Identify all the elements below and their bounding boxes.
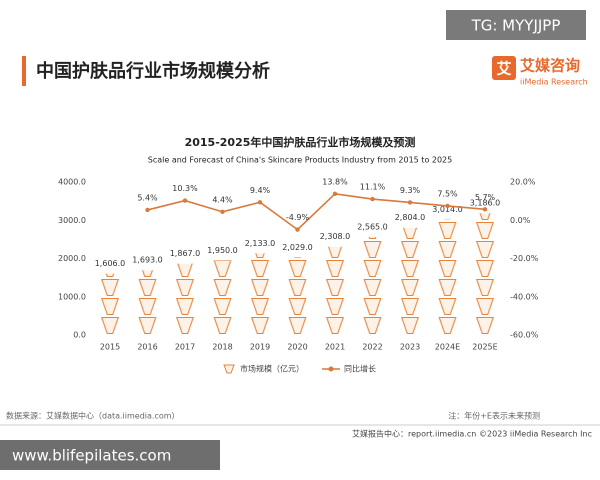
legend-swatch bbox=[328, 366, 334, 372]
logo-icon bbox=[492, 56, 516, 80]
x-tick-label: 2017 bbox=[175, 343, 195, 352]
bar bbox=[326, 246, 344, 335]
legend-swatch bbox=[223, 364, 235, 374]
value-label: 2,804.0 bbox=[395, 213, 426, 222]
y-tick-label: 3000.0 bbox=[58, 216, 86, 225]
bar bbox=[213, 260, 232, 335]
bar bbox=[363, 236, 382, 335]
point bbox=[145, 207, 150, 213]
value-label: 1,693.0 bbox=[132, 256, 163, 265]
x-tick-label: 2016 bbox=[137, 343, 157, 352]
bar bbox=[101, 273, 119, 335]
value-label: 5.4% bbox=[137, 193, 158, 202]
source: 数据来源：艾媒数据中心（data.iimedia.com） bbox=[6, 411, 180, 421]
value-label: -4.9% bbox=[286, 213, 310, 222]
watermark-box bbox=[446, 10, 586, 40]
y2-tick-label: -40.0% bbox=[510, 292, 539, 301]
point bbox=[220, 209, 225, 215]
value-label: 13.8% bbox=[322, 177, 348, 186]
point bbox=[445, 203, 450, 209]
report-site: 艾媒报告中心：report.iimedia.cn bbox=[352, 429, 476, 439]
chart-title: 2015-2025年中国护肤品行业市场规模及预测 bbox=[185, 135, 416, 149]
point bbox=[295, 227, 300, 232]
copyright: ©2023 iiMedia Research Inc bbox=[479, 430, 592, 439]
point bbox=[257, 200, 263, 205]
line bbox=[147, 193, 486, 231]
value-label: 10.3% bbox=[172, 184, 198, 193]
note: 注：年份+E表示未来预测 bbox=[448, 411, 540, 421]
y2-tick-label: -60.0% bbox=[510, 331, 539, 340]
value-label: 1,606.0 bbox=[95, 259, 126, 268]
x-tick-label: 2018 bbox=[212, 343, 232, 352]
logo-sub: iiMedia Research bbox=[520, 78, 588, 87]
value-label: 7.5% bbox=[437, 189, 458, 198]
x-tick-label: 2020 bbox=[287, 343, 307, 352]
bar bbox=[251, 253, 269, 335]
y2-tick-label: 0.0% bbox=[510, 216, 531, 225]
y2-tick-label: -20.0% bbox=[510, 254, 539, 263]
watermark: www.blifepilates.com bbox=[12, 447, 171, 465]
bar bbox=[476, 213, 494, 335]
value-label: 3,186.0 bbox=[470, 199, 501, 208]
plot: 0.0 1000.0 2000.0 3000.0 4000.0 -60.0% -40.0% -… bbox=[58, 177, 539, 351]
watermark: TG: MYYJJPP bbox=[471, 17, 561, 35]
value-label: 2,565.0 bbox=[357, 222, 388, 231]
value-label: 1,867.0 bbox=[170, 249, 201, 258]
bar bbox=[438, 219, 457, 335]
value-label: 5.7% bbox=[475, 193, 496, 202]
point bbox=[370, 196, 375, 202]
legend-label: 同比增长 bbox=[344, 364, 376, 374]
value-label: 9.4% bbox=[250, 186, 271, 195]
y-tick-label: 0.0 bbox=[73, 331, 86, 340]
value-label: 11.1% bbox=[360, 183, 386, 192]
y2-tick-label: 20.0% bbox=[510, 178, 536, 187]
y-tick-label: 2000.0 bbox=[58, 254, 86, 263]
x-tick-label: 2021 bbox=[325, 343, 345, 352]
logo-icon-text: 艾 bbox=[496, 60, 511, 78]
value-label: 2,133.0 bbox=[245, 239, 276, 248]
value-label: 4.4% bbox=[212, 195, 233, 204]
point bbox=[332, 191, 338, 197]
y-tick-label: 4000.0 bbox=[58, 178, 86, 187]
watermark-box bbox=[0, 440, 220, 470]
value-label: 1,950.0 bbox=[207, 246, 238, 255]
value-label: 2,308.0 bbox=[320, 232, 351, 241]
value-label: 9.3% bbox=[400, 186, 421, 195]
x-tick-label: 2023 bbox=[400, 343, 420, 352]
x-tick-label: 2022 bbox=[362, 343, 382, 352]
x-tick-label: 2024E bbox=[435, 343, 460, 352]
point bbox=[182, 198, 188, 203]
point bbox=[407, 200, 413, 205]
bar bbox=[288, 257, 307, 335]
x-tick-label: 2025E bbox=[472, 343, 497, 352]
page-title: 中国护肤品行业市场规模分析 bbox=[36, 60, 270, 82]
chart-subtitle: Scale and Forecast of China's Skincare P… bbox=[148, 156, 452, 165]
bar bbox=[401, 227, 419, 335]
point bbox=[482, 207, 488, 212]
value-label: 3,014.0 bbox=[432, 205, 463, 214]
value-label: 2,029.0 bbox=[282, 243, 313, 252]
x-tick-label: 2015 bbox=[100, 343, 120, 352]
y-tick-label: 1000.0 bbox=[58, 292, 86, 301]
logo: 艾媒咨询 bbox=[520, 57, 580, 75]
x-tick-label: 2019 bbox=[250, 343, 270, 352]
title-accent bbox=[22, 56, 26, 86]
bar bbox=[176, 263, 194, 335]
bar bbox=[138, 270, 157, 335]
legend-label: 市场规模（亿元） bbox=[240, 364, 304, 374]
